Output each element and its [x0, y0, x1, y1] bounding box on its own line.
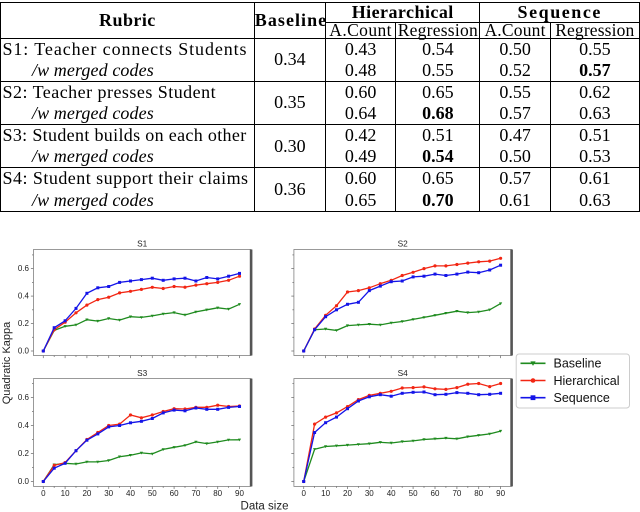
svg-text:30: 30: [104, 489, 113, 498]
svg-text:10: 10: [61, 489, 70, 498]
svg-text:S2: S2: [398, 239, 409, 249]
svg-text:S4: S4: [398, 368, 409, 378]
svg-text:Sequence: Sequence: [554, 391, 610, 405]
svg-text:0: 0: [41, 489, 46, 498]
svg-text:70: 70: [452, 489, 461, 498]
svg-text:50: 50: [409, 489, 418, 498]
svg-text:60: 60: [170, 489, 179, 498]
svg-text:S3: S3: [137, 368, 148, 378]
svg-text:90: 90: [496, 489, 505, 498]
svg-text:70: 70: [191, 489, 200, 498]
svg-text:Hierarchical: Hierarchical: [554, 374, 620, 388]
svg-text:Quadratic Kappa: Quadratic Kappa: [1, 321, 13, 404]
svg-text:0.4: 0.4: [18, 421, 30, 430]
svg-text:0.6: 0.6: [18, 393, 30, 402]
svg-text:10: 10: [321, 489, 330, 498]
svg-text:0.2: 0.2: [18, 319, 30, 328]
svg-text:0.6: 0.6: [18, 264, 30, 273]
svg-text:Baseline: Baseline: [554, 357, 602, 371]
svg-text:0: 0: [301, 489, 306, 498]
svg-text:0.2: 0.2: [18, 449, 30, 458]
svg-text:0.0: 0.0: [18, 347, 30, 356]
svg-text:80: 80: [474, 489, 483, 498]
svg-text:20: 20: [343, 489, 352, 498]
svg-text:0.4: 0.4: [18, 292, 30, 301]
svg-text:40: 40: [387, 489, 396, 498]
svg-text:Data size: Data size: [241, 501, 289, 512]
svg-text:90: 90: [235, 489, 244, 498]
svg-text:0.0: 0.0: [18, 477, 30, 486]
svg-text:S1: S1: [137, 239, 148, 249]
svg-text:40: 40: [126, 489, 135, 498]
svg-text:20: 20: [82, 489, 91, 498]
svg-text:50: 50: [148, 489, 157, 498]
svg-text:30: 30: [365, 489, 374, 498]
svg-text:60: 60: [431, 489, 440, 498]
svg-text:80: 80: [213, 489, 222, 498]
